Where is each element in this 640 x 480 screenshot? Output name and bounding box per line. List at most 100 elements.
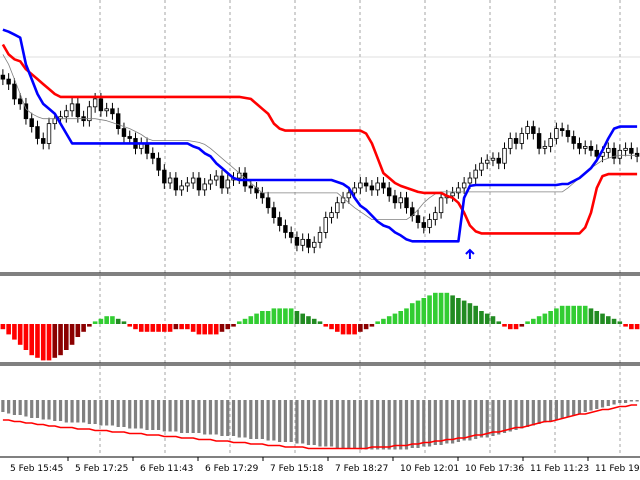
histogram-bar: [404, 308, 409, 324]
candle-body: [225, 179, 230, 189]
candle: [611, 142, 617, 165]
candle-body: [46, 123, 52, 144]
oscillator-bar: [410, 400, 414, 448]
candle-body: [173, 177, 179, 191]
oscillator-bar: [110, 400, 115, 426]
oscillator-bar: [93, 400, 97, 424]
histogram-bar: [571, 305, 576, 324]
histogram-bar: [525, 321, 530, 324]
histogram-bar: [496, 321, 502, 324]
candle-body: [202, 183, 207, 191]
histogram-bar: [144, 324, 150, 332]
oscillator-bar: [87, 400, 91, 424]
grid-lines: [0, 0, 640, 455]
candle-body: [6, 78, 11, 85]
candle: [496, 152, 501, 170]
candle-body: [571, 136, 576, 144]
histogram-bar: [421, 298, 427, 324]
candle-body: [306, 238, 311, 248]
oscillator-bar: [566, 400, 570, 417]
candle: [473, 164, 478, 184]
histogram-bar: [415, 300, 421, 324]
oscillator-bar: [531, 400, 535, 426]
histogram-bar: [138, 324, 144, 332]
candle: [536, 127, 542, 155]
oscillator-bar: [462, 400, 466, 441]
histogram-bar: [334, 324, 340, 332]
candle: [288, 226, 294, 244]
oscillator-bar: [606, 400, 610, 406]
candle: [421, 216, 426, 234]
red-band-line: [1, 43, 638, 235]
oscillator-bar: [185, 400, 189, 433]
candle: [317, 226, 323, 249]
candle: [634, 147, 640, 163]
oscillator-bar: [451, 400, 455, 444]
candle-body: [64, 110, 69, 118]
time-tick-label: 10 Feb 17:36: [465, 464, 524, 474]
candle-body: [35, 126, 40, 139]
candle: [294, 231, 300, 252]
candle-body: [271, 207, 277, 219]
histogram-bar: [409, 303, 415, 324]
candle-body: [496, 157, 501, 164]
candle: [358, 177, 363, 194]
candle-body: [75, 103, 81, 118]
candle: [214, 170, 219, 186]
oscillator-bar: [12, 400, 17, 415]
oscillator-bar: [543, 400, 547, 423]
histogram-bar: [98, 318, 104, 324]
histogram-bar: [52, 324, 58, 358]
oscillator-bar: [549, 400, 553, 421]
histogram-bar: [254, 313, 259, 324]
candle: [265, 191, 271, 214]
oscillator-bar: [329, 400, 334, 447]
oscillator-bar: [502, 400, 507, 433]
candle-body: [127, 136, 132, 139]
histogram-bar: [294, 311, 300, 324]
histogram-bar: [600, 313, 605, 324]
oscillator-bar: [174, 400, 178, 432]
histogram-bar: [588, 308, 594, 324]
histogram-panel: [0, 292, 640, 361]
candle-body: [17, 98, 23, 105]
candle-body: [421, 222, 426, 228]
histogram-bar: [352, 324, 357, 335]
histogram-bar: [490, 316, 496, 324]
candle: [208, 174, 213, 190]
candle: [69, 97, 75, 117]
histogram-bar: [577, 305, 582, 324]
candle: [438, 191, 444, 219]
oscillator-bar: [266, 400, 270, 441]
candle: [456, 181, 461, 199]
time-tick-label: 6 Feb 17:29: [205, 464, 259, 474]
oscillator-bar: [249, 400, 253, 439]
histogram-bar: [64, 324, 69, 350]
candle-body: [260, 192, 265, 199]
candle-body: [363, 182, 369, 187]
histogram-bar: [346, 324, 352, 335]
candle-body: [283, 225, 288, 233]
oscillator-bar: [497, 400, 501, 435]
histogram-bar: [87, 324, 92, 327]
candle-body: [69, 103, 75, 112]
candle-body: [456, 187, 461, 194]
candle: [381, 177, 386, 194]
histogram-bar: [35, 324, 40, 358]
candle: [490, 152, 496, 167]
oscillator-bar: [243, 400, 247, 438]
oscillator-bar: [156, 400, 161, 430]
oscillator-bar: [53, 400, 57, 421]
time-tick-label: 7 Feb 15:18: [270, 464, 324, 474]
histogram-bar: [23, 324, 29, 350]
histogram-bar: [17, 324, 23, 345]
candle-body: [369, 185, 375, 191]
candle-body: [398, 197, 403, 204]
oscillator-bar: [231, 400, 236, 436]
histogram-bar: [519, 324, 525, 327]
oscillator-bar: [318, 400, 322, 447]
oscillator-bar: [162, 400, 166, 432]
histogram-bar: [190, 324, 196, 332]
oscillator-bar: [116, 400, 120, 427]
